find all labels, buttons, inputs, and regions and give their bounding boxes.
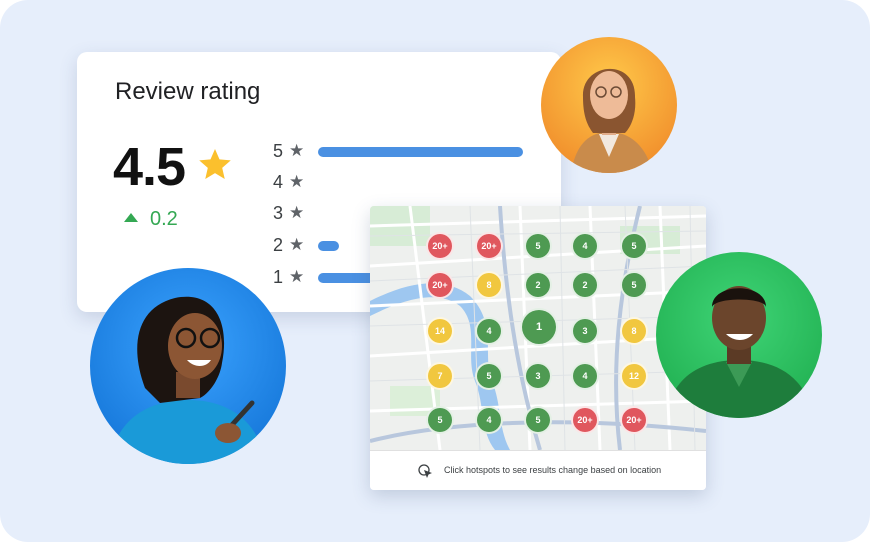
cursor-click-icon (418, 464, 432, 478)
map-hotspot[interactable]: 4 (475, 406, 503, 434)
map-hotspot[interactable]: 3 (571, 317, 599, 345)
map-hotspot[interactable]: 1 (520, 308, 558, 346)
woman-glasses-avatar (90, 268, 286, 464)
rating-bar (318, 241, 339, 251)
rating-row-label: 2 (273, 235, 284, 255)
rating-bar (318, 273, 400, 283)
map-hotspot[interactable]: 20+ (620, 406, 648, 434)
woman-blazer-avatar (541, 37, 677, 173)
star-icon (199, 149, 231, 179)
map-footer: Click hotspots to see results change bas… (370, 450, 706, 490)
map-hotspot[interactable]: 5 (524, 406, 552, 434)
map-hotspot[interactable]: 3 (524, 362, 552, 390)
review-rating-card: Review rating 4.5 0.2 5 ★ 4 ★ 3 ★ 2 ★ 1 … (77, 52, 561, 312)
rating-change-value: 0.2 (150, 208, 178, 230)
rating-row-label: 5 (273, 141, 284, 161)
star-icon: ★ (289, 172, 305, 191)
map-hotspot[interactable]: 5 (426, 406, 454, 434)
map-hotspot[interactable]: 5 (620, 232, 648, 260)
rating-bar (318, 147, 523, 157)
man-green-avatar (656, 252, 822, 418)
map-hotspot[interactable]: 20+ (475, 232, 503, 260)
map-hotspot[interactable]: 2 (524, 271, 552, 299)
star-icon: ★ (289, 267, 305, 286)
map-hotspot[interactable]: 2 (571, 271, 599, 299)
map-hotspot[interactable]: 7 (426, 362, 454, 390)
star-icon: ★ (289, 203, 305, 222)
map-view[interactable]: 20+ 20+ 5 4 5 20+ 8 2 2 5 14 4 1 3 8 7 5… (370, 206, 706, 450)
rating-change: 0.2 (124, 208, 178, 231)
map-hotspot[interactable]: 8 (620, 317, 648, 345)
map-hotspot[interactable]: 8 (475, 271, 503, 299)
map-hotspot[interactable]: 4 (571, 362, 599, 390)
map-hotspot[interactable]: 20+ (426, 271, 454, 299)
map-hotspot[interactable]: 4 (571, 232, 599, 260)
map-hotspot[interactable]: 14 (426, 317, 454, 345)
map-hotspot[interactable]: 5 (620, 271, 648, 299)
rating-row-label: 1 (273, 267, 284, 287)
star-icon: ★ (289, 235, 305, 254)
map-hotspot[interactable]: 12 (620, 362, 648, 390)
star-icon: ★ (289, 141, 305, 160)
map-hotspot[interactable]: 4 (475, 317, 503, 345)
map-hotspot[interactable]: 5 (524, 232, 552, 260)
rating-row-label: 4 (273, 172, 284, 192)
rating-row-label: 3 (273, 203, 284, 223)
map-hotspot[interactable]: 20+ (571, 406, 599, 434)
map-card: 20+ 20+ 5 4 5 20+ 8 2 2 5 14 4 1 3 8 7 5… (370, 206, 706, 490)
rating-value: 4.5 (113, 137, 186, 197)
arrow-up-icon (124, 213, 138, 222)
map-footer-text: Click hotspots to see results change bas… (444, 465, 662, 475)
map-hotspot[interactable]: 5 (475, 362, 503, 390)
map-hotspot[interactable]: 20+ (426, 232, 454, 260)
review-title: Review rating (115, 78, 261, 105)
